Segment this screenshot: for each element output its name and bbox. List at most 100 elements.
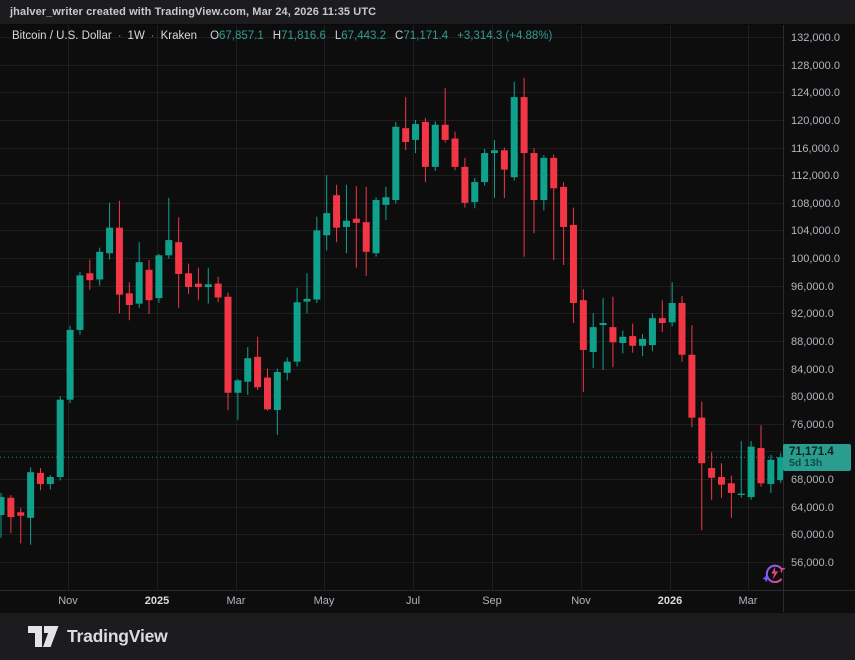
- tradingview-logo-link[interactable]: TradingView: [28, 625, 168, 648]
- last-price-tag: 71,171.4 5d 13h: [783, 443, 851, 471]
- candle-wick: [444, 88, 446, 143]
- candle-body: [323, 213, 331, 236]
- ai-spark-button[interactable]: [760, 560, 788, 588]
- footer-bar: TradingView: [0, 612, 855, 660]
- candle-body: [155, 255, 163, 299]
- candlestick-chart[interactable]: [0, 25, 855, 612]
- candle-wick: [494, 139, 495, 198]
- candle-body: [46, 477, 54, 484]
- candle-body: [273, 372, 281, 411]
- time-tick-label: Jul: [405, 595, 421, 607]
- legend-separator: ·: [150, 30, 155, 42]
- price-tick-label: 112,000.0: [791, 169, 840, 182]
- time-tick-label: Mar: [738, 595, 758, 607]
- candle-body: [175, 242, 183, 274]
- candle-wick: [553, 154, 555, 261]
- candle-wick: [701, 401, 703, 531]
- candle-body: [254, 356, 262, 388]
- candle-body: [86, 273, 94, 281]
- candle-wick: [326, 175, 328, 251]
- price-tick-label: 120,000.0: [791, 114, 840, 127]
- candle-wick: [168, 197, 170, 259]
- chart-area[interactable]: Bitcoin / U.S. Dollar · 1W · Kraken O 67,…: [0, 25, 855, 612]
- legend-separator: ·: [117, 30, 122, 42]
- candle-wick: [661, 300, 663, 332]
- candle-body: [491, 150, 498, 154]
- price-tick-label: 124,000.0: [791, 86, 840, 99]
- close-label: C: [395, 30, 404, 42]
- candle-body: [115, 227, 123, 295]
- candle-body: [125, 293, 133, 306]
- candle-wick: [306, 273, 308, 314]
- candle-body: [569, 224, 577, 303]
- candle-body: [639, 338, 647, 346]
- price-tick-label: 104,000.0: [791, 224, 840, 237]
- price-tick-label: 68,000.0: [791, 473, 834, 486]
- time-tick-label: 2026: [657, 595, 683, 607]
- candle-body: [540, 157, 548, 201]
- candle-wick: [345, 184, 347, 254]
- candle-body: [234, 380, 242, 393]
- candle-body: [224, 296, 232, 393]
- candle-body: [648, 318, 656, 346]
- candle-body: [530, 153, 538, 201]
- open-label: O: [210, 30, 220, 42]
- attribution-bar: jhalver_writer created with TradingView.…: [0, 0, 855, 25]
- candle-body: [382, 197, 390, 205]
- candle-body: [66, 329, 74, 400]
- high-label: H: [272, 30, 282, 42]
- candle-body: [718, 477, 726, 485]
- candle-body: [194, 283, 202, 288]
- footer-brand-text: TradingView: [67, 626, 168, 646]
- candle-body: [352, 218, 360, 223]
- candle-body: [76, 275, 84, 330]
- candles-layer: [0, 77, 783, 545]
- chart-legend[interactable]: Bitcoin / U.S. Dollar · 1W · Kraken O 67,…: [12, 27, 552, 45]
- candle-wick: [503, 147, 505, 198]
- candle-wick: [405, 97, 407, 151]
- candle-body: [777, 457, 783, 481]
- candle-body: [313, 230, 321, 300]
- candle-body: [589, 327, 597, 353]
- price-tick-label: 60,000.0: [791, 528, 834, 541]
- candle-wick: [730, 475, 732, 518]
- time-tick-label: Nov: [571, 595, 591, 607]
- time-tick-label: May: [313, 595, 335, 607]
- candle-body: [579, 300, 587, 350]
- candle-body: [56, 399, 64, 478]
- interval-label[interactable]: 1W: [127, 30, 145, 42]
- spark-refresh-icon: [762, 564, 785, 584]
- price-tick-label: 84,000.0: [791, 363, 834, 376]
- candle-wick: [602, 298, 604, 370]
- candle-body: [500, 150, 508, 170]
- candle-body: [737, 493, 745, 495]
- candle-body: [204, 284, 212, 288]
- candle-body: [629, 336, 637, 346]
- candle-body: [135, 262, 143, 304]
- candle-body: [412, 124, 420, 140]
- candle-body: [451, 138, 459, 167]
- candle-body: [372, 200, 380, 254]
- candle-body: [333, 195, 341, 228]
- close-value: 71,171.4: [403, 30, 449, 42]
- candle-body: [421, 121, 429, 167]
- price-tick-label: 88,000.0: [791, 335, 834, 348]
- open-value: 67,857.1: [219, 30, 264, 42]
- candle-body: [0, 497, 5, 516]
- candle-body: [688, 354, 696, 418]
- low-label: L: [334, 30, 342, 42]
- candle-body: [293, 302, 301, 362]
- candle-body: [560, 186, 568, 227]
- symbol-title[interactable]: Bitcoin / U.S. Dollar: [12, 30, 112, 42]
- candle-body: [668, 302, 676, 323]
- candle-body: [441, 124, 449, 140]
- candle-wick: [20, 508, 22, 544]
- candle-body: [185, 273, 193, 288]
- time-tick-label: Mar: [226, 595, 246, 607]
- candle-body: [342, 220, 350, 227]
- price-tick-label: 92,000.0: [791, 307, 834, 320]
- price-tick-label: 116,000.0: [791, 142, 840, 155]
- candle-wick: [740, 441, 742, 498]
- price-tick-label: 80,000.0: [791, 390, 834, 403]
- candle-body: [698, 417, 706, 464]
